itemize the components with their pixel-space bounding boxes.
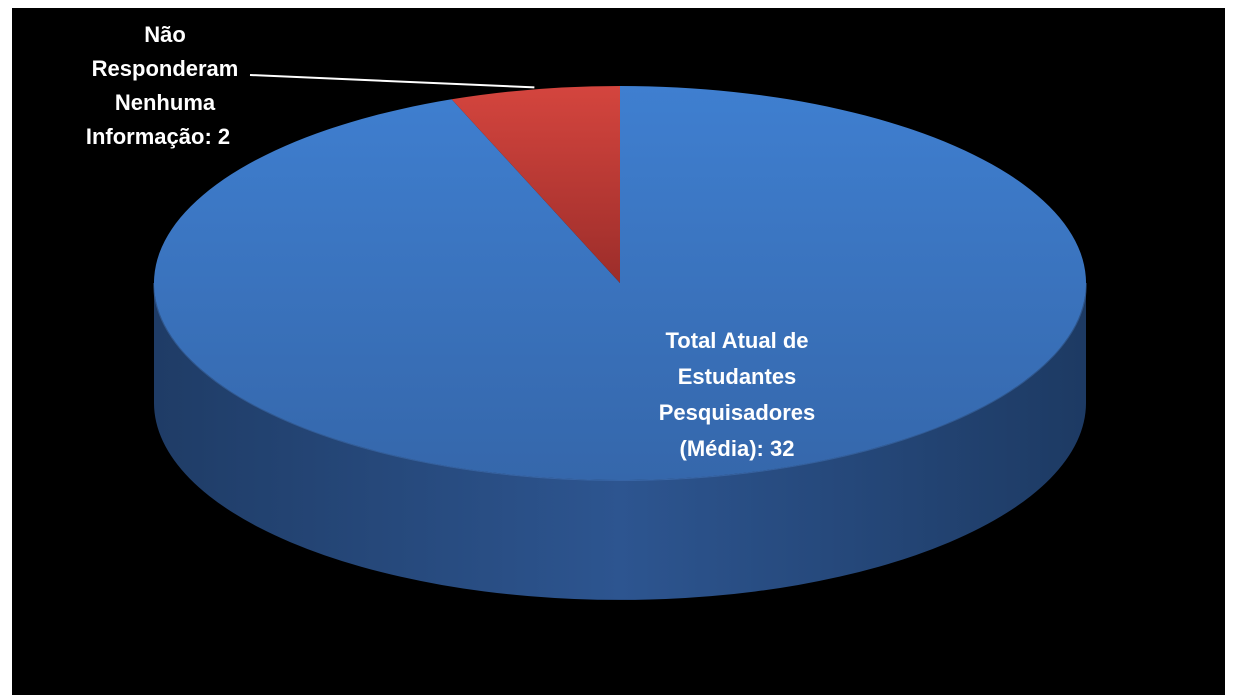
- slice-2-data-label: Não Responderam Nenhuma Informação: 2: [86, 22, 238, 149]
- slice-1-label-line: Pesquisadores: [659, 400, 816, 425]
- slice-1-data-label: Total Atual de Estudantes Pesquisadores (Mé…: [659, 328, 816, 461]
- pie-slice-2: [451, 86, 620, 283]
- slice-2-label-line: Nenhuma: [115, 90, 216, 115]
- slice-1-label-line: (Média): 32: [680, 436, 795, 461]
- slice-1-label-line: Estudantes: [678, 364, 797, 389]
- slice-1-label-line: Total Atual de: [666, 328, 809, 353]
- slice-2-label-line: Informação: 2: [86, 124, 230, 149]
- pie-side-wall: [154, 283, 1086, 600]
- pie-slice-1: [154, 86, 1087, 480]
- slice-2-leader-line: [249, 74, 535, 89]
- slice-2-label-line: Não: [144, 22, 186, 47]
- slice-2-label-line: Responderam: [92, 56, 239, 81]
